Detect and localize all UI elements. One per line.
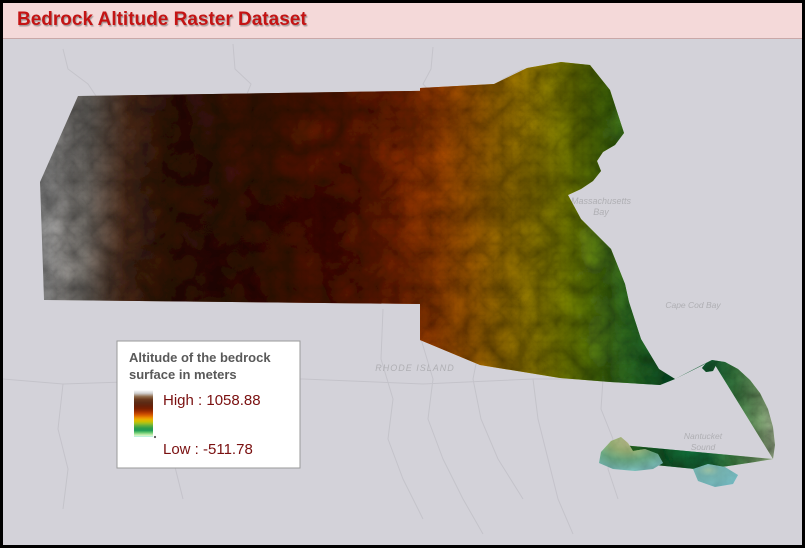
- svg-text:Altitude of the bedrock: Altitude of the bedrock: [129, 350, 271, 365]
- svg-text:Low : -511.78: Low : -511.78: [163, 441, 253, 458]
- svg-text:surface in meters: surface in meters: [129, 367, 237, 382]
- svg-text:High : 1058.88: High : 1058.88: [163, 392, 261, 409]
- svg-text:Bay: Bay: [593, 207, 609, 217]
- svg-text:Cape Cod Bay: Cape Cod Bay: [665, 300, 721, 310]
- svg-text:Massachusetts: Massachusetts: [571, 196, 632, 206]
- svg-text:Nantucket: Nantucket: [684, 431, 723, 441]
- svg-text:Sound: Sound: [691, 442, 716, 452]
- svg-text:RHODE ISLAND: RHODE ISLAND: [375, 363, 455, 373]
